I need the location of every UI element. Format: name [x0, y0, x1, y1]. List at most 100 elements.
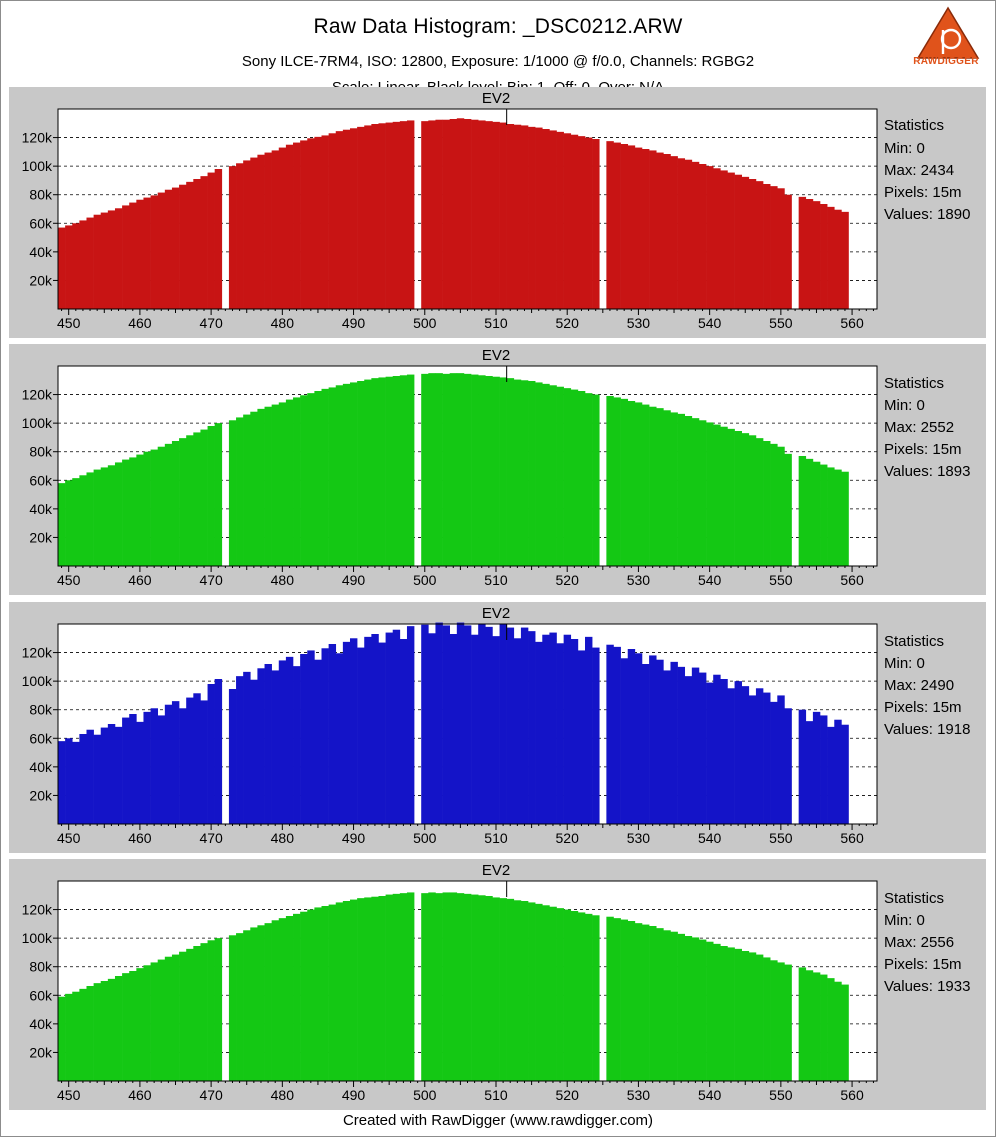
- histogram-bar: [342, 129, 351, 309]
- histogram-bar: [207, 426, 215, 566]
- histogram-bar: [58, 227, 66, 309]
- histogram-bar: [492, 121, 500, 309]
- x-tick-label: 540: [698, 315, 722, 331]
- histogram-bar: [193, 179, 201, 309]
- x-tick-label: 520: [556, 1087, 580, 1103]
- histogram-bar: [720, 946, 728, 1081]
- histogram-bar: [535, 903, 543, 1081]
- x-tick-label: 450: [57, 315, 81, 331]
- histogram-bar: [300, 140, 308, 309]
- histogram-bar: [513, 379, 522, 566]
- histogram-bar: [805, 458, 814, 566]
- histogram-bar: [613, 397, 621, 566]
- histogram-bar: [392, 121, 401, 309]
- histogram-bar: [193, 946, 201, 1081]
- histogram-bar: [278, 660, 287, 824]
- histogram-bar: [777, 188, 785, 309]
- histogram-bar: [228, 935, 237, 1081]
- histogram-bar: [371, 124, 379, 309]
- stats-max: Max: 2552: [884, 419, 955, 436]
- histogram-bar: [399, 893, 408, 1081]
- histogram-bar: [406, 374, 415, 566]
- histogram-bar: [456, 118, 465, 310]
- histogram-bar: [285, 916, 294, 1081]
- histogram-bar: [606, 396, 614, 566]
- histogram-bar: [798, 709, 807, 824]
- histogram-bar: [335, 653, 344, 824]
- histogram-bar: [257, 408, 265, 566]
- histogram-bar: [784, 194, 792, 309]
- stats-heading: Statistics: [884, 117, 945, 134]
- histogram-bar: [79, 220, 87, 309]
- x-tick-label: 540: [698, 830, 722, 846]
- histogram-bar: [271, 404, 280, 566]
- histogram-bar: [563, 133, 572, 309]
- histogram-bar: [264, 664, 272, 824]
- histogram-bar: [214, 938, 223, 1081]
- histogram-bar: [93, 983, 102, 1081]
- histogram-bar: [834, 209, 842, 309]
- histogram-bar: [748, 179, 757, 309]
- histogram-bar: [528, 902, 536, 1081]
- logo-text: RAWDIGGER: [913, 56, 979, 67]
- histogram-bar: [520, 125, 529, 309]
- histogram-bar: [606, 916, 614, 1081]
- histogram-bar: [805, 721, 814, 824]
- histogram-bar: [613, 142, 621, 309]
- histogram-bar: [627, 145, 636, 309]
- histogram-bar: [107, 465, 116, 566]
- stats-heading: Statistics: [884, 375, 945, 392]
- histogram-bar: [677, 413, 686, 566]
- histogram-bar: [513, 900, 522, 1081]
- histogram-bar: [328, 133, 337, 309]
- y-tick-label: 20k: [29, 529, 53, 545]
- stats-max: Max: 2556: [884, 934, 955, 951]
- histogram-bar: [300, 395, 308, 566]
- histogram-bar: [606, 141, 614, 309]
- scale-info-clipped: Scale: Linear, Black level: Bin: 1, Off:…: [0, 79, 996, 87]
- histogram-bar: [150, 195, 159, 309]
- histogram-bar: [58, 996, 66, 1081]
- histogram-bar: [734, 681, 742, 824]
- histogram-bar: [820, 974, 828, 1081]
- histogram-bar: [143, 965, 151, 1081]
- histogram-bar: [684, 159, 693, 309]
- histogram-bar: [770, 960, 778, 1081]
- x-tick-label: 480: [271, 315, 295, 331]
- histogram-bar: [577, 650, 586, 824]
- x-tick-label: 530: [627, 572, 651, 588]
- histogram-bar: [763, 957, 771, 1081]
- histogram-bar: [627, 649, 636, 824]
- histogram-bar: [107, 724, 116, 824]
- histogram-bar: [663, 154, 671, 309]
- histogram-bar: [122, 717, 130, 824]
- histogram-bar: [271, 150, 280, 309]
- histogram-bar: [164, 956, 173, 1081]
- histogram-bar: [620, 919, 629, 1081]
- histogram-bar: [371, 896, 379, 1081]
- histogram-bar: [691, 937, 700, 1081]
- histogram-bar: [349, 128, 358, 309]
- y-tick-label: 80k: [29, 959, 53, 975]
- histogram-bar: [335, 385, 344, 566]
- histogram-bar: [463, 625, 472, 824]
- histogram-bar: [114, 208, 123, 309]
- histogram-bar: [698, 164, 707, 309]
- histogram-bar: [542, 383, 550, 566]
- histogram-bar: [585, 636, 593, 824]
- histogram-bar: [485, 626, 493, 824]
- histogram-bar: [421, 121, 429, 309]
- histogram-bar: [100, 467, 109, 566]
- histogram-bar: [656, 152, 664, 309]
- histogram-bar: [364, 379, 372, 566]
- histogram-bar: [364, 897, 372, 1081]
- histogram-bar: [107, 210, 116, 309]
- histogram-panel-blue: EV2 20k 40k 60k 80k 100k 120k 450 460 470 480 490 50…: [9, 602, 986, 853]
- stats-heading: Statistics: [884, 890, 945, 907]
- histogram-bar: [556, 386, 564, 566]
- stats-max: Max: 2434: [884, 162, 955, 179]
- histogram-bar: [485, 896, 493, 1081]
- histogram-bar: [549, 130, 557, 309]
- histogram-bar: [114, 726, 123, 824]
- histogram-bar: [349, 899, 358, 1081]
